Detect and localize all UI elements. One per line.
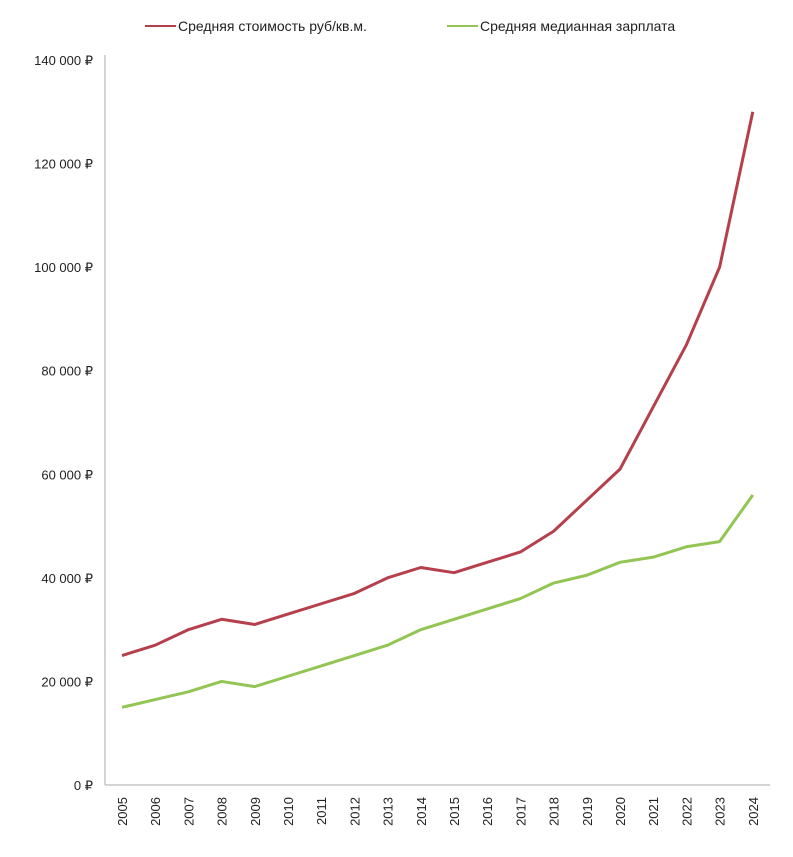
series-line-2 [121,494,755,709]
y-tick-label: 140 000 ₽ [34,53,93,68]
x-tick-label: 2014 [414,797,429,826]
y-tick-label: 120 000 ₽ [34,157,93,172]
y-tick-label: 60 000 ₽ [41,467,93,482]
x-tick-label: 2015 [447,797,462,826]
x-tick-label: 2018 [547,797,562,826]
x-tick-label: 2022 [679,797,694,826]
x-tick-label: 2011 [314,797,329,825]
y-tick-label: 40 000 ₽ [41,571,93,586]
y-tick-label: 20 000 ₽ [41,674,93,689]
y-tick-label: 100 000 ₽ [34,260,93,275]
x-tick-label: 2017 [513,797,528,826]
legend-label: Средняя стоимость руб/кв.м. [178,18,367,34]
x-tick-label: 2023 [713,797,728,826]
legend-label: Средняя медианная зарплата [480,18,675,34]
y-tick-label: 80 000 ₽ [41,364,93,379]
x-tick-label: 2006 [148,797,163,826]
y-tick-label: 0 ₽ [74,778,93,793]
x-tick-label: 2007 [181,797,196,826]
x-tick-label: 2008 [215,797,230,826]
x-tick-label: 2016 [480,797,495,826]
series-line-1 [121,111,755,657]
x-tick-label: 2013 [381,797,396,826]
x-tick-label: 2005 [115,797,130,826]
x-tick-label: 2012 [347,797,362,826]
x-tick-label: 2019 [580,797,595,826]
x-tick-label: 2010 [281,797,296,826]
x-tick-label: 2020 [613,797,628,826]
x-tick-label: 2024 [746,797,761,826]
x-tick-label: 2009 [248,797,263,826]
x-tick-label: 2021 [646,797,661,826]
